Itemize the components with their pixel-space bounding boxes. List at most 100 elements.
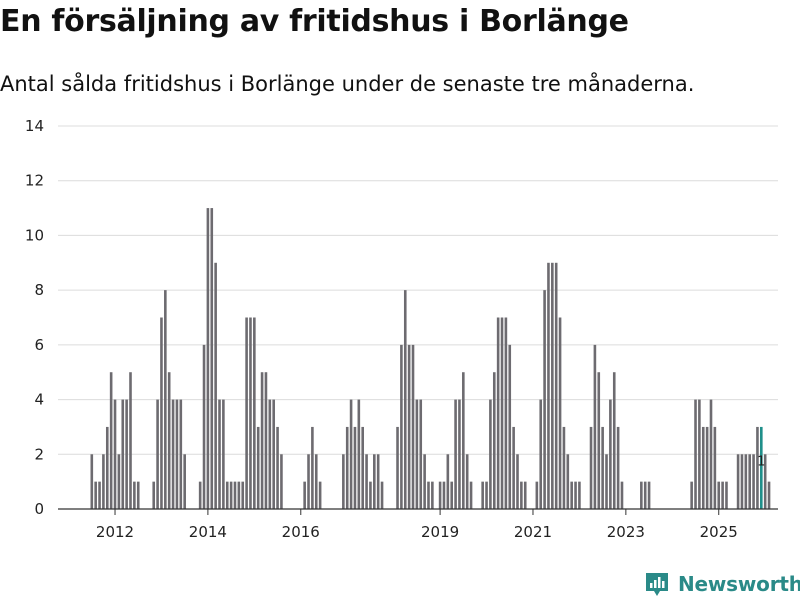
bar [442, 481, 446, 509]
bar [365, 454, 368, 509]
y-tick-label: 10 [25, 226, 44, 244]
x-tick-label: 2014 [189, 523, 227, 541]
bar [222, 399, 225, 509]
bar [345, 426, 349, 509]
highlight-value-label: 1 [757, 455, 765, 470]
x-tick-label: 2012 [96, 523, 134, 541]
bar [709, 399, 713, 509]
bar [554, 262, 558, 509]
x-tick-label: 2016 [282, 523, 320, 541]
newsworthy-logo: Newsworthy [644, 568, 800, 600]
bar [249, 317, 252, 509]
x-tick-label: 2021 [514, 523, 552, 541]
bar [357, 399, 361, 509]
bar [164, 290, 167, 509]
bar [516, 454, 519, 509]
bar [504, 317, 508, 509]
bar [508, 344, 512, 509]
bar [578, 481, 581, 509]
bar [373, 454, 376, 509]
bar [264, 372, 268, 509]
bar [446, 454, 450, 509]
bar [469, 481, 473, 509]
bar [725, 481, 728, 509]
bar [303, 481, 306, 509]
bar [179, 399, 183, 509]
bar [125, 399, 128, 509]
bar [396, 426, 399, 509]
brand-name: Newsworthy [678, 572, 800, 596]
bar [489, 399, 492, 509]
y-tick-label: 8 [34, 281, 44, 299]
bar [156, 399, 159, 509]
bar [314, 454, 318, 509]
bar [198, 481, 202, 509]
bar [229, 481, 233, 509]
bar [438, 481, 442, 509]
bar [539, 399, 543, 509]
bar [419, 399, 423, 509]
bar [361, 426, 364, 509]
bar [570, 481, 573, 509]
bar [721, 481, 724, 509]
bar [133, 481, 136, 509]
bar [740, 454, 744, 509]
bar [109, 372, 113, 509]
bar [233, 481, 237, 509]
bar [175, 399, 179, 509]
bar [427, 481, 430, 509]
bar [311, 426, 314, 509]
bar [450, 481, 454, 509]
bar [701, 426, 705, 509]
bar [102, 454, 105, 509]
bar [481, 481, 484, 509]
bar [465, 454, 469, 509]
bar [547, 262, 550, 509]
bar [593, 344, 597, 509]
y-tick-label: 2 [34, 445, 44, 463]
bar [268, 399, 272, 509]
bar [597, 372, 601, 509]
newsworthy-logo-icon [646, 573, 668, 596]
bar [380, 481, 384, 509]
bar [558, 317, 562, 509]
bar [458, 399, 461, 509]
bar [400, 344, 403, 509]
bar [152, 481, 156, 509]
bar [551, 262, 554, 509]
bar [105, 426, 109, 509]
bar [218, 399, 221, 509]
x-tick-label: 2023 [607, 523, 645, 541]
bar [485, 481, 488, 509]
bar [253, 317, 256, 509]
bar [431, 481, 434, 509]
chart-subtitle: Antal sålda fritidshus i Borlänge under … [0, 72, 695, 96]
bar [717, 481, 721, 509]
bar [280, 454, 283, 509]
bar [369, 481, 372, 509]
bar [241, 481, 245, 509]
bar [535, 481, 539, 509]
y-tick-label: 12 [25, 172, 44, 190]
bar [307, 454, 310, 509]
bar [183, 454, 186, 509]
y-axis-labels: 0 2 4 6 8 10 12 14 [25, 117, 44, 518]
bar [713, 426, 717, 509]
bar [690, 481, 693, 509]
bar [752, 454, 755, 509]
bar [748, 454, 751, 509]
bar [403, 290, 407, 509]
y-tick-label: 14 [25, 117, 44, 135]
bar [694, 399, 697, 509]
bar [237, 481, 241, 509]
bar [225, 481, 229, 509]
bar [349, 399, 353, 509]
chart-title: En försäljning av fritidshus i Borlänge [0, 4, 629, 39]
bar [562, 426, 566, 509]
bar [407, 344, 411, 509]
bar [272, 399, 275, 509]
bar [736, 454, 740, 509]
y-tick-label: 4 [34, 391, 44, 409]
bar [167, 372, 171, 509]
